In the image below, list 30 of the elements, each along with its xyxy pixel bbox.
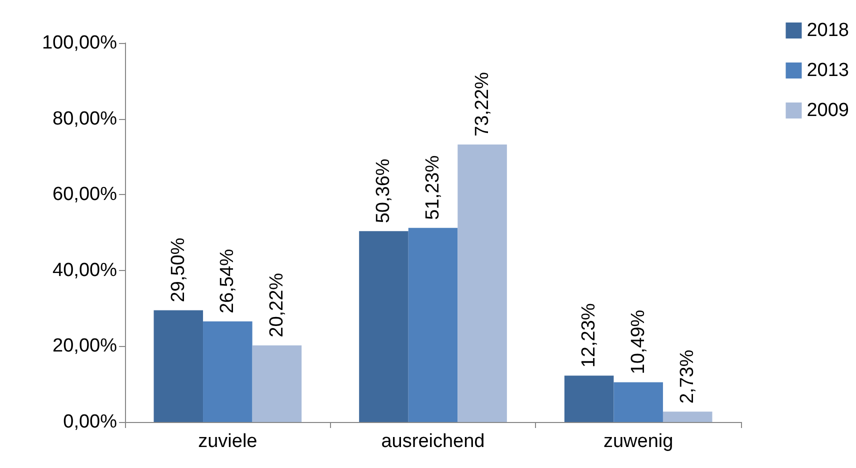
data-label: 50,36% [373, 158, 394, 224]
data-label: 2,73% [677, 350, 698, 404]
data-label: 73,22% [472, 72, 493, 136]
data-label: 51,23% [422, 155, 444, 220]
data-label: 10,49% [628, 310, 649, 374]
data-label: 12,23% [578, 303, 600, 368]
y-tick-label: 40,00% [52, 260, 118, 281]
data-label: 20,22% [266, 272, 288, 338]
legend-label: 2018 [806, 20, 850, 41]
y-tick-label: 0,00% [63, 412, 118, 432]
bar [359, 231, 408, 422]
data-label: 29,50% [168, 238, 189, 302]
data-label: 26,54% [217, 248, 238, 314]
legend-label: 2009 [806, 100, 850, 121]
bar [614, 382, 663, 422]
bar [408, 228, 458, 422]
bar [564, 376, 614, 422]
y-tick-label: 80,00% [52, 108, 118, 130]
bar [203, 321, 252, 422]
x-tick-label: ausreichend [381, 431, 485, 452]
y-tick-label: 100,00% [42, 32, 118, 54]
bar [252, 345, 302, 422]
x-tick-label: zuwenig [603, 431, 674, 452]
bar [662, 412, 712, 422]
y-tick-label: 20,00% [52, 336, 118, 357]
y-tick-label: 60,00% [52, 184, 118, 206]
x-tick-label: zuviele [198, 431, 258, 452]
bar [154, 310, 204, 422]
legend-label: 2013 [806, 60, 850, 81]
bar [458, 144, 507, 422]
